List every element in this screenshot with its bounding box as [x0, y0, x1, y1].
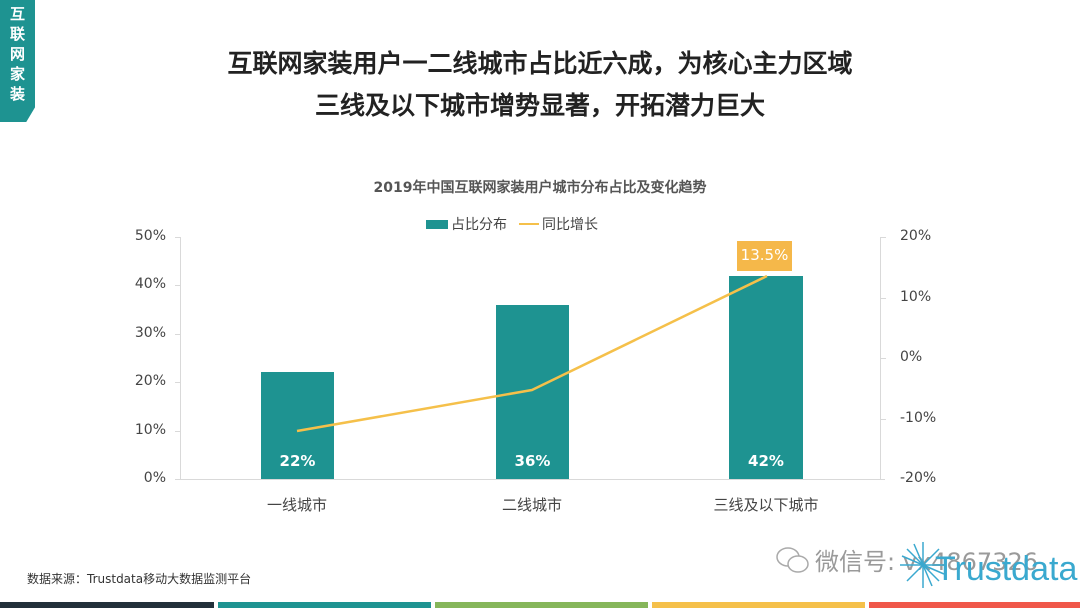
left-axis-tick: 20% — [134, 373, 166, 389]
left-axis-tick: 10% — [134, 422, 166, 438]
growth-callout-box — [737, 241, 792, 271]
axis-lines — [175, 237, 886, 480]
section-tab-char: 联 — [9, 25, 25, 43]
section-tab-char: 家 — [9, 65, 25, 83]
wechat-icon — [776, 547, 809, 573]
left-axis-tick: 50% — [134, 228, 166, 244]
right-axis-tick: 0% — [900, 349, 923, 365]
right-axis-tick: 10% — [900, 289, 932, 305]
left-axis-tick: 40% — [134, 276, 166, 292]
bar-tier3 — [729, 276, 803, 479]
category-label: 一线城市 — [266, 496, 327, 514]
section-tab: 互 联 网 家 装 — [0, 0, 35, 122]
footer-strip-5 — [869, 602, 1080, 608]
chart-title: 2019年中国互联网家装用户城市分布占比及变化趋势 — [373, 180, 707, 196]
right-axis-tick: 20% — [900, 228, 932, 244]
bar-label-tier1: 22% — [279, 452, 316, 470]
growth-callout-label: 13.5% — [740, 246, 789, 264]
footer-strip-1 — [0, 602, 214, 608]
headline-line-2: 三线及以下城市增势显著，开拓潜力巨大 — [314, 91, 765, 120]
footer-strip-3 — [435, 602, 648, 608]
footer-strip-4 — [652, 602, 865, 608]
bar-label-tier2: 36% — [514, 452, 551, 470]
left-axis-tick: 0% — [143, 470, 166, 486]
right-axis-tick: -10% — [900, 410, 937, 426]
data-source: 数据来源：Trustdata移动大数据监测平台 — [27, 572, 252, 586]
section-tab-char: 网 — [9, 45, 25, 63]
section-tab-char: 互 — [9, 5, 25, 23]
right-axis-tick: -20% — [900, 470, 937, 486]
section-tab-char: 装 — [9, 85, 25, 103]
bar-label-tier3: 42% — [748, 452, 784, 470]
bar-legend-label: 占比分布 — [451, 217, 507, 233]
trustdata-logo: Trustdata — [935, 550, 1078, 588]
growth-line — [296, 274, 768, 433]
line-legend-swatch — [519, 223, 539, 225]
bar-tier2 — [496, 305, 569, 479]
bar-legend-swatch — [426, 219, 448, 229]
category-label: 二线城市 — [501, 496, 562, 514]
trustdata-starburst-icon — [900, 542, 946, 588]
footer-strip-2 — [218, 602, 431, 608]
category-label: 三线及以下城市 — [713, 496, 819, 514]
headline-line-1: 互联网家装用户一二线城市占比近六成，为核心主力区域 — [227, 49, 853, 78]
chart-legend: 占比分布 同比增长 — [426, 214, 598, 234]
line-legend-label: 同比增长 — [542, 217, 598, 233]
left-axis-tick: 30% — [134, 325, 166, 341]
